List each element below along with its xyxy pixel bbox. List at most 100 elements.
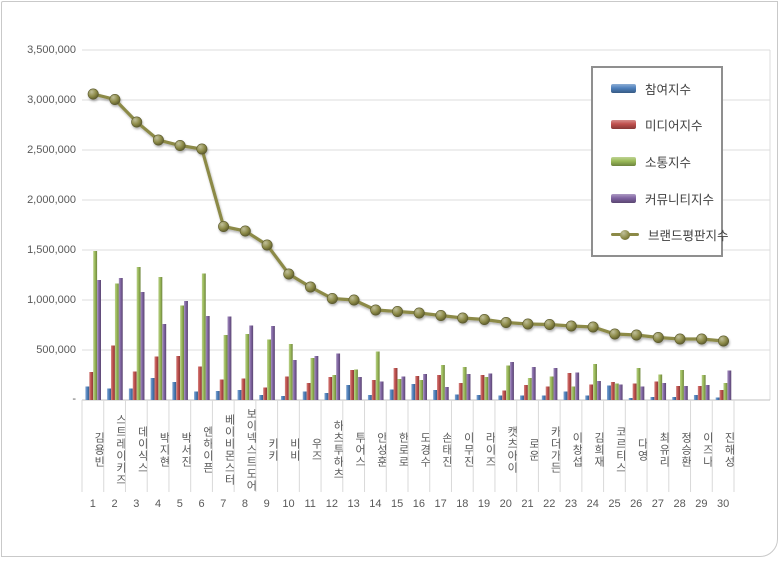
bar <box>397 379 402 400</box>
bar <box>719 390 724 400</box>
category-label: 이무진 <box>462 432 474 468</box>
bar <box>654 381 659 400</box>
category-label: 김희재 <box>592 432 604 468</box>
line-marker <box>348 294 360 306</box>
rank-label: 1 <box>89 498 96 510</box>
bar <box>158 277 163 400</box>
ytick-label: 2,500,000 <box>27 144 76 156</box>
legend-item-media: 미디어지수 <box>611 113 721 137</box>
rank-label: 2 <box>111 498 118 510</box>
line-marker <box>544 318 556 330</box>
bar <box>506 365 511 400</box>
line-marker <box>239 225 251 237</box>
participation-swatch-icon <box>611 83 636 93</box>
legend-label: 브랜드평판지수 <box>648 229 729 244</box>
bar <box>357 377 362 400</box>
category-label: 한로로 <box>396 432 408 468</box>
line-marker <box>652 331 664 343</box>
category-label: 김용빈 <box>92 432 104 468</box>
rank-label: 30 <box>717 498 730 510</box>
rank-label: 5 <box>176 498 183 510</box>
bar <box>249 325 254 400</box>
bar <box>553 368 558 400</box>
bar <box>437 375 441 400</box>
bar <box>267 339 271 400</box>
rank-label: 27 <box>651 498 665 510</box>
communication-swatch-icon <box>611 156 636 166</box>
ytick-label: 2,000,000 <box>27 194 76 206</box>
bar <box>575 372 580 400</box>
rank-label: 22 <box>543 498 556 510</box>
line-marker <box>500 316 512 328</box>
bar <box>354 369 358 400</box>
line-marker <box>174 140 186 152</box>
bar <box>531 367 536 400</box>
bar <box>215 391 220 400</box>
bar <box>107 388 112 400</box>
bar <box>498 395 503 400</box>
line-marker <box>522 318 534 330</box>
line-marker <box>152 134 164 146</box>
bar <box>371 380 376 400</box>
category-label: 베이비몬스터 <box>223 414 235 486</box>
bar <box>314 356 319 400</box>
bar <box>466 374 471 400</box>
line-marker <box>696 333 708 345</box>
bar <box>118 278 123 400</box>
bar <box>379 381 384 400</box>
line-marker <box>674 333 686 345</box>
bar <box>346 385 351 400</box>
bar <box>393 368 398 400</box>
bar <box>672 397 677 400</box>
bar <box>423 374 427 400</box>
brand-index-line-icon <box>611 229 639 240</box>
ytick-label: 3,000,000 <box>27 94 76 106</box>
category-label: 카더가든 <box>549 426 561 474</box>
bar <box>433 390 438 400</box>
rank-label: 4 <box>154 498 162 510</box>
line-marker <box>413 307 425 319</box>
bar <box>324 393 329 400</box>
bar <box>389 389 394 400</box>
rank-label: 14 <box>369 498 382 510</box>
bar <box>563 391 568 400</box>
category-label: 안성훈 <box>375 432 387 468</box>
bar <box>328 377 333 400</box>
bar <box>128 388 133 400</box>
bar <box>628 398 633 400</box>
bar <box>150 378 155 400</box>
bar <box>259 395 264 400</box>
legend-item-brand-index: 브랜드평판지수 <box>611 223 729 247</box>
ytick-label: 500,000 <box>36 344 76 356</box>
legend-label: 소통지수 <box>645 155 692 170</box>
bar <box>440 365 445 400</box>
bar <box>444 387 449 400</box>
bar <box>610 382 615 400</box>
bar <box>697 386 702 400</box>
bar <box>310 358 315 400</box>
bar <box>367 395 372 400</box>
ytick-label: 3,500,000 <box>27 44 76 56</box>
category-label: 스트레이키즈 <box>114 414 126 486</box>
legend-item-participation: 참여지수 <box>611 76 721 100</box>
line-marker <box>565 320 577 332</box>
bar <box>85 386 90 400</box>
bar <box>520 395 524 400</box>
bar <box>136 267 141 400</box>
category-label: 진해성 <box>722 432 734 468</box>
bar <box>302 391 307 400</box>
bar <box>154 356 159 400</box>
bar <box>223 335 228 400</box>
rank-label: 10 <box>282 498 295 510</box>
line-marker <box>587 321 599 333</box>
rank-label: 19 <box>477 498 491 510</box>
bar <box>723 383 728 400</box>
bar <box>401 376 406 400</box>
line-marker <box>478 313 490 325</box>
bar <box>180 305 185 400</box>
bar <box>415 376 420 400</box>
bar <box>89 372 94 400</box>
category-label: 이창섭 <box>570 432 582 468</box>
bar <box>502 390 507 400</box>
bar <box>172 382 177 400</box>
